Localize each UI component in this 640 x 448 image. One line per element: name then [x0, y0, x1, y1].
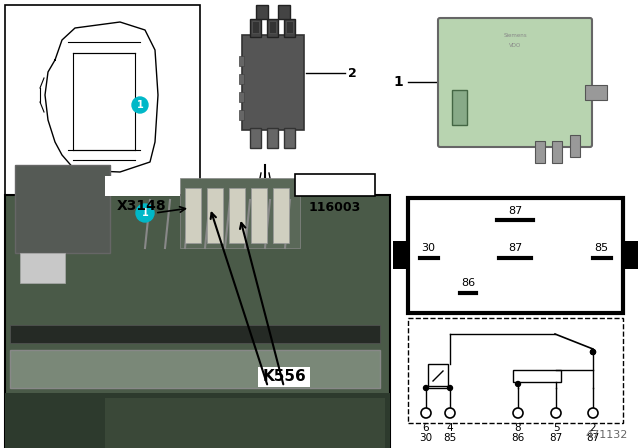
Bar — [252, 21, 259, 33]
Text: VDO: VDO — [509, 43, 521, 47]
Text: 1: 1 — [141, 208, 148, 218]
Text: K556: K556 — [262, 369, 306, 383]
Bar — [570, 135, 580, 157]
Circle shape — [513, 408, 523, 418]
Circle shape — [136, 204, 154, 222]
Bar — [263, 188, 267, 200]
Text: 30: 30 — [419, 433, 433, 443]
Circle shape — [515, 382, 520, 387]
Text: 1: 1 — [393, 75, 403, 89]
FancyBboxPatch shape — [438, 18, 592, 147]
Bar — [229, 188, 245, 243]
Bar — [10, 325, 380, 343]
Bar — [5, 393, 390, 448]
Bar — [239, 56, 244, 66]
Bar — [207, 188, 223, 243]
Text: Siemens: Siemens — [503, 33, 527, 38]
Bar — [552, 141, 562, 163]
Text: 30: 30 — [421, 243, 435, 253]
Bar — [185, 188, 201, 243]
Bar — [20, 253, 65, 283]
Text: 85: 85 — [444, 433, 456, 443]
Bar — [105, 398, 385, 448]
Text: X3148: X3148 — [117, 199, 167, 213]
Bar — [239, 110, 244, 120]
Circle shape — [132, 97, 148, 113]
Text: 2: 2 — [348, 66, 356, 79]
Bar — [585, 85, 607, 100]
Bar — [256, 5, 268, 19]
Bar — [284, 19, 295, 37]
Circle shape — [445, 408, 455, 418]
Bar — [15, 165, 110, 253]
Bar — [623, 241, 638, 269]
Text: 85: 85 — [594, 243, 608, 253]
Text: 87: 87 — [508, 206, 522, 216]
Bar — [267, 19, 278, 37]
Bar — [278, 5, 290, 19]
Bar — [10, 350, 380, 388]
Text: 87: 87 — [586, 433, 600, 443]
Bar — [250, 19, 261, 37]
Bar — [273, 188, 289, 243]
Bar — [242, 35, 304, 130]
Text: 87: 87 — [549, 433, 563, 443]
Bar — [535, 141, 545, 163]
Bar — [513, 370, 561, 382]
Circle shape — [447, 385, 452, 391]
Text: 2: 2 — [589, 423, 596, 433]
Text: 1: 1 — [136, 100, 143, 110]
Bar — [408, 318, 623, 423]
Bar — [295, 174, 375, 196]
Bar — [408, 198, 623, 313]
Text: 8: 8 — [515, 423, 522, 433]
Bar — [239, 92, 244, 102]
Text: 87: 87 — [508, 243, 522, 253]
Bar — [269, 21, 276, 33]
Circle shape — [424, 385, 429, 391]
Circle shape — [591, 349, 595, 354]
Text: 116003: 116003 — [309, 201, 361, 214]
Bar — [239, 74, 244, 84]
Bar — [258, 367, 310, 387]
Text: 6: 6 — [422, 423, 429, 433]
Bar — [5, 5, 200, 195]
Bar — [284, 128, 295, 148]
Bar — [5, 195, 390, 448]
Bar — [428, 364, 448, 386]
Bar — [452, 90, 467, 125]
Text: 471132: 471132 — [586, 430, 628, 440]
Text: 5: 5 — [553, 423, 559, 433]
Circle shape — [551, 408, 561, 418]
Text: 4: 4 — [447, 423, 453, 433]
Bar — [286, 21, 293, 33]
Bar — [393, 241, 408, 269]
Bar — [267, 128, 278, 148]
Circle shape — [591, 349, 595, 354]
Circle shape — [588, 408, 598, 418]
Bar — [251, 188, 267, 243]
Text: 3: 3 — [348, 177, 356, 190]
Text: 86: 86 — [511, 433, 525, 443]
Bar — [105, 176, 180, 196]
Bar — [261, 178, 269, 190]
Circle shape — [421, 408, 431, 418]
Text: 86: 86 — [461, 278, 475, 288]
Bar — [180, 178, 300, 248]
Bar — [250, 128, 261, 148]
